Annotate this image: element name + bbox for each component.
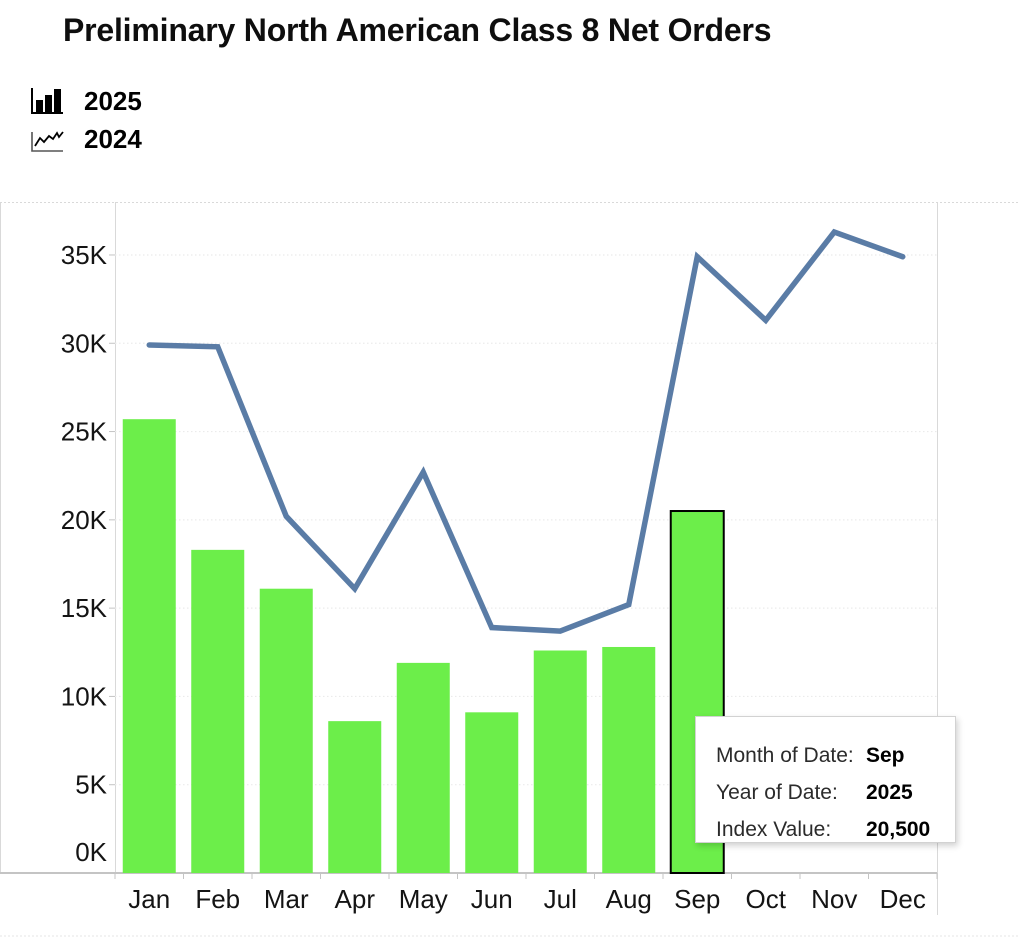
tooltip-label: Month of Date: [716,743,854,767]
legend-item-label: 2024 [84,123,142,154]
line-chart-icon [28,124,68,154]
legend-item-2024[interactable]: 2024 [28,120,142,158]
x-tick-label: Sep [674,884,720,914]
y-tick-label: 30K [61,328,108,358]
x-tick-label: Jul [544,884,577,914]
y-tick-label: 15K [61,593,108,623]
bar-Jan[interactable] [122,419,176,873]
x-tick-label: Mar [264,884,309,914]
bar-Feb[interactable] [191,549,245,873]
x-tick-label: May [399,884,448,914]
x-tick-label: Jan [128,884,170,914]
bar-Jun[interactable] [465,712,519,873]
bar-Apr[interactable] [328,721,382,873]
bar-Aug[interactable] [602,646,656,873]
y-tick-label: 0K [75,837,107,867]
legend: 2025 2024 [28,82,142,158]
line-series-2024[interactable] [146,228,906,634]
tooltip-label: Year of Date: [716,780,838,804]
tooltip-value: Sep [866,743,905,767]
x-tick-label: Nov [811,884,857,914]
tooltip-row: Year of Date: 2025 [716,774,955,811]
legend-item-2025[interactable]: 2025 [28,82,142,120]
y-tick-label: 10K [61,681,108,711]
tooltip: Month of Date: Sep Year of Date: 2025 Index … [695,716,956,843]
combo-chart: 0K 5K 10K 15K 20K 25K 30K 35K Jan Feb Mar Apr May Jun… [0,202,1018,937]
tooltip-value: 20,500 [866,817,931,841]
y-tick-label: 35K [61,240,108,270]
y-tick-label: 25K [61,417,108,447]
x-tick-label: Jun [471,884,513,914]
x-tick-label: Aug [606,884,652,914]
tooltip-row: Month of Date: Sep [716,737,955,774]
chart-title: Preliminary North American Class 8 Net O… [63,12,772,48]
y-tick-label: 5K [75,770,107,800]
x-tick-label: Dec [880,884,926,914]
x-tick-label: Apr [335,884,376,914]
bar-chart-icon [28,86,68,116]
x-tick-label: Oct [746,884,787,914]
tooltip-label: Index Value: [716,817,832,841]
bar-May[interactable] [396,662,450,873]
bar-Mar[interactable] [259,588,313,873]
x-tick-label: Feb [195,884,240,914]
bar-Jul[interactable] [533,650,587,873]
y-tick-label: 20K [61,505,108,535]
tooltip-value: 2025 [866,780,913,804]
tooltip-row: Index Value: 20,500 [716,811,955,848]
legend-item-label: 2025 [84,85,142,116]
